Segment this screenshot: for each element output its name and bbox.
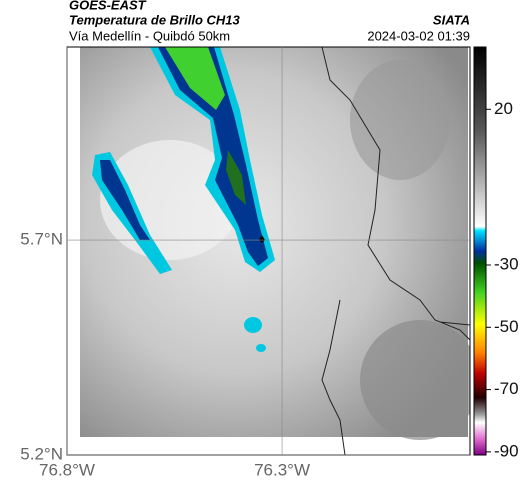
brand: SIATA	[433, 12, 470, 27]
colorbar-tick-label: -50	[494, 317, 519, 336]
x-tick-label: 76.8°W	[39, 460, 95, 479]
source: GOES-EAST	[69, 0, 147, 12]
imagery	[80, 47, 470, 455]
y-tick-label: 5.7°N	[20, 230, 63, 249]
colorbar-tick-label: -70	[494, 379, 519, 398]
route: Vía Medellín - Quibdó 50km	[69, 28, 230, 43]
colorbar-tick-label: -30	[494, 254, 519, 273]
timestamp: 2024-03-02 01:39	[367, 28, 470, 43]
colorbar-tick-label: -90	[494, 441, 519, 460]
x-tick-label: 76.3°W	[254, 460, 310, 479]
y-tick-label: 5.2°N	[20, 444, 63, 463]
colorbar-tick-label: 20	[494, 99, 513, 118]
location-marker	[259, 235, 265, 243]
title: Temperatura de Brillo CH13	[69, 12, 241, 27]
colorbar	[473, 46, 487, 456]
